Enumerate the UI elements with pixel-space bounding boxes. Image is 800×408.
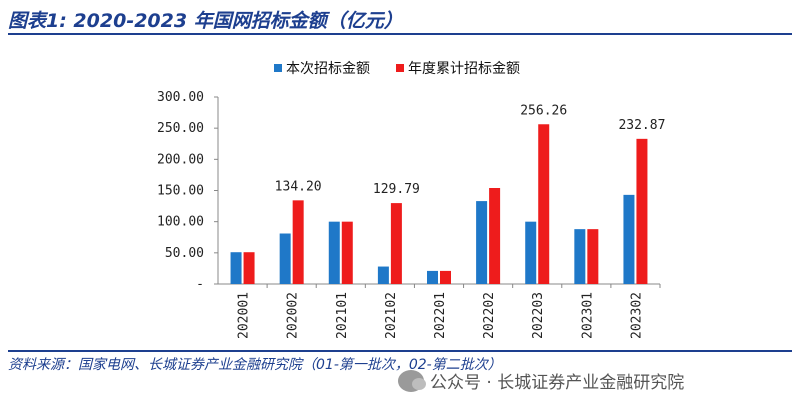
y-tick-label: - (196, 277, 204, 292)
source-divider (8, 350, 792, 352)
bar-current (525, 221, 537, 284)
bar-cumulative (440, 270, 451, 284)
wechat-icon (398, 369, 426, 392)
data-label: 232.87 (618, 118, 665, 133)
x-tick-label: 202101 (335, 292, 350, 339)
watermark: 公众号 · 长城证券产业金融研究院 (398, 368, 684, 393)
bar-current (427, 270, 438, 284)
x-tick-label: 202203 (531, 292, 546, 339)
y-tick-label: 200.00 (157, 152, 204, 167)
bar-cumulative (489, 188, 501, 284)
bar-current (279, 233, 291, 284)
x-tick-label: 202302 (629, 292, 644, 339)
bar-chart: 本次招标金额 年度累计招标金额 - 50.00 100.00 150.00 200.00 25… (157, 61, 665, 339)
y-tick-label: 250.00 (157, 121, 204, 136)
data-label: 129.79 (373, 182, 420, 197)
bar-cumulative (341, 221, 353, 284)
bar-cumulative (587, 229, 599, 284)
x-tick-label: 202201 (433, 292, 448, 339)
legend-label-2: 年度累计招标金额 (408, 61, 520, 77)
data-label: 256.26 (520, 103, 567, 118)
x-tick-label: 202002 (286, 292, 301, 339)
x-tick-label: 202301 (580, 292, 595, 339)
chart-title: 图表1: 2020-2023 年国网招标金额（亿元） (8, 10, 403, 32)
bar-cumulative (243, 252, 255, 284)
y-tick-label: 100.00 (157, 215, 204, 230)
title-divider (8, 33, 792, 35)
source-note: 资料来源：国家电网、长城证券产业金融研究院（01-第一批次，02-第二批次） (8, 357, 502, 373)
bar-cumulative (538, 124, 550, 284)
bar-current (574, 229, 586, 284)
bar-cumulative (390, 203, 402, 284)
watermark-text: 公众号 · 长城证券产业金融研究院 (430, 373, 685, 393)
y-tick-label: 150.00 (157, 184, 204, 199)
x-tick-label: 202001 (237, 292, 252, 339)
bar-current (328, 221, 340, 284)
bar-cumulative (636, 138, 648, 284)
x-tick-label: 202202 (482, 292, 497, 339)
legend-swatch-1 (274, 64, 282, 72)
y-tick-label: 300.00 (157, 90, 204, 105)
legend-swatch-2 (396, 64, 404, 72)
data-label: 134.20 (275, 179, 322, 194)
bar-current (476, 201, 488, 284)
bar-current (623, 194, 635, 284)
y-tick-label: 50.00 (165, 246, 204, 261)
bar-current (230, 252, 242, 284)
x-tick-label: 202102 (384, 292, 399, 339)
bar-current (377, 266, 389, 284)
bar-cumulative (292, 200, 304, 284)
legend-label-1: 本次招标金额 (286, 61, 370, 77)
